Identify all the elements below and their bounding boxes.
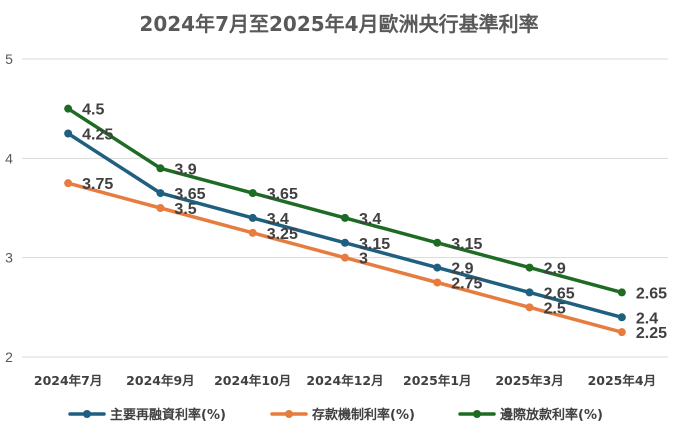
data-label: 2.65 bbox=[636, 285, 667, 302]
data-label: 2.75 bbox=[451, 276, 482, 293]
data-label: 3.5 bbox=[174, 201, 196, 218]
data-point bbox=[433, 238, 442, 247]
data-point bbox=[617, 313, 626, 322]
data-label: 3.9 bbox=[174, 161, 196, 178]
x-axis: 2024年7月 2024年9月 2024年10月 2024年12月 2025年1月 202… bbox=[34, 373, 656, 388]
x-tick-label: 2025年3月 bbox=[495, 373, 564, 388]
gridlines bbox=[22, 58, 668, 358]
data-point bbox=[64, 129, 73, 138]
legend-swatch-marker bbox=[83, 410, 91, 418]
data-label: 2.25 bbox=[636, 325, 667, 342]
legend-label: 邊際放款利率(%) bbox=[500, 407, 603, 423]
data-point bbox=[64, 104, 73, 113]
legend-label: 存款機制利率(%) bbox=[312, 407, 415, 423]
x-tick-label: 2024年9月 bbox=[126, 373, 195, 388]
data-label: 2.9 bbox=[451, 261, 473, 278]
data-point bbox=[156, 189, 165, 198]
y-tick-label: 5 bbox=[5, 51, 13, 67]
legend-swatch-marker bbox=[473, 410, 481, 418]
y-axis: 2 3 4 5 bbox=[5, 51, 13, 365]
series-line bbox=[66, 106, 624, 295]
data-label: 2.4 bbox=[636, 310, 658, 327]
data-label: 4.25 bbox=[82, 127, 113, 144]
legend-swatch-marker bbox=[285, 410, 293, 418]
data-label: 3.4 bbox=[267, 211, 289, 228]
legend: 主要再融資利率(%) 存款機制利率(%) 邊際放款利率(%) bbox=[68, 407, 603, 423]
data-point bbox=[525, 288, 534, 297]
data-label: 2.9 bbox=[544, 261, 566, 278]
data-label: 3.25 bbox=[267, 226, 298, 243]
data-label: 3.75 bbox=[82, 176, 113, 193]
x-tick-label: 2024年7月 bbox=[34, 373, 103, 388]
data-label: 3 bbox=[359, 251, 368, 268]
data-point bbox=[433, 278, 442, 287]
data-point bbox=[525, 263, 534, 272]
data-point bbox=[525, 303, 534, 312]
data-point bbox=[617, 328, 626, 337]
data-point bbox=[248, 213, 257, 222]
data-point bbox=[617, 288, 626, 297]
chart-title: 2024年7月至2025年4月歐洲央行基準利率 bbox=[139, 12, 538, 36]
y-tick-label: 2 bbox=[5, 349, 13, 365]
data-label: 2.5 bbox=[544, 300, 566, 317]
data-label: 3.65 bbox=[267, 186, 298, 203]
data-labels: 4.25 3.65 3.4 3.15 2.9 2.65 2.4 3.75 3.5 3.25 3 2.7… bbox=[82, 102, 667, 342]
data-label: 3.65 bbox=[174, 186, 205, 203]
data-point bbox=[64, 179, 73, 188]
data-label: 4.5 bbox=[82, 102, 104, 119]
y-tick-label: 3 bbox=[5, 250, 13, 266]
x-tick-label: 2024年12月 bbox=[306, 373, 383, 388]
data-point bbox=[433, 263, 442, 272]
data-label: 3.15 bbox=[451, 236, 482, 253]
data-point bbox=[156, 204, 165, 212]
data-point bbox=[156, 164, 165, 173]
data-point bbox=[248, 189, 257, 198]
data-point bbox=[341, 238, 349, 247]
x-tick-label: 2025年4月 bbox=[588, 373, 657, 388]
data-point bbox=[341, 213, 349, 222]
legend-label: 主要再融資利率(%) bbox=[110, 407, 226, 423]
y-tick-label: 4 bbox=[5, 150, 13, 166]
data-point bbox=[248, 228, 257, 237]
x-tick-label: 2025年1月 bbox=[403, 373, 472, 388]
data-label: 2.65 bbox=[544, 285, 575, 302]
data-label: 3.4 bbox=[359, 211, 381, 228]
data-point bbox=[341, 253, 349, 262]
data-label: 3.15 bbox=[359, 236, 390, 253]
x-tick-label: 2024年10月 bbox=[214, 373, 291, 388]
series-group bbox=[64, 104, 626, 337]
